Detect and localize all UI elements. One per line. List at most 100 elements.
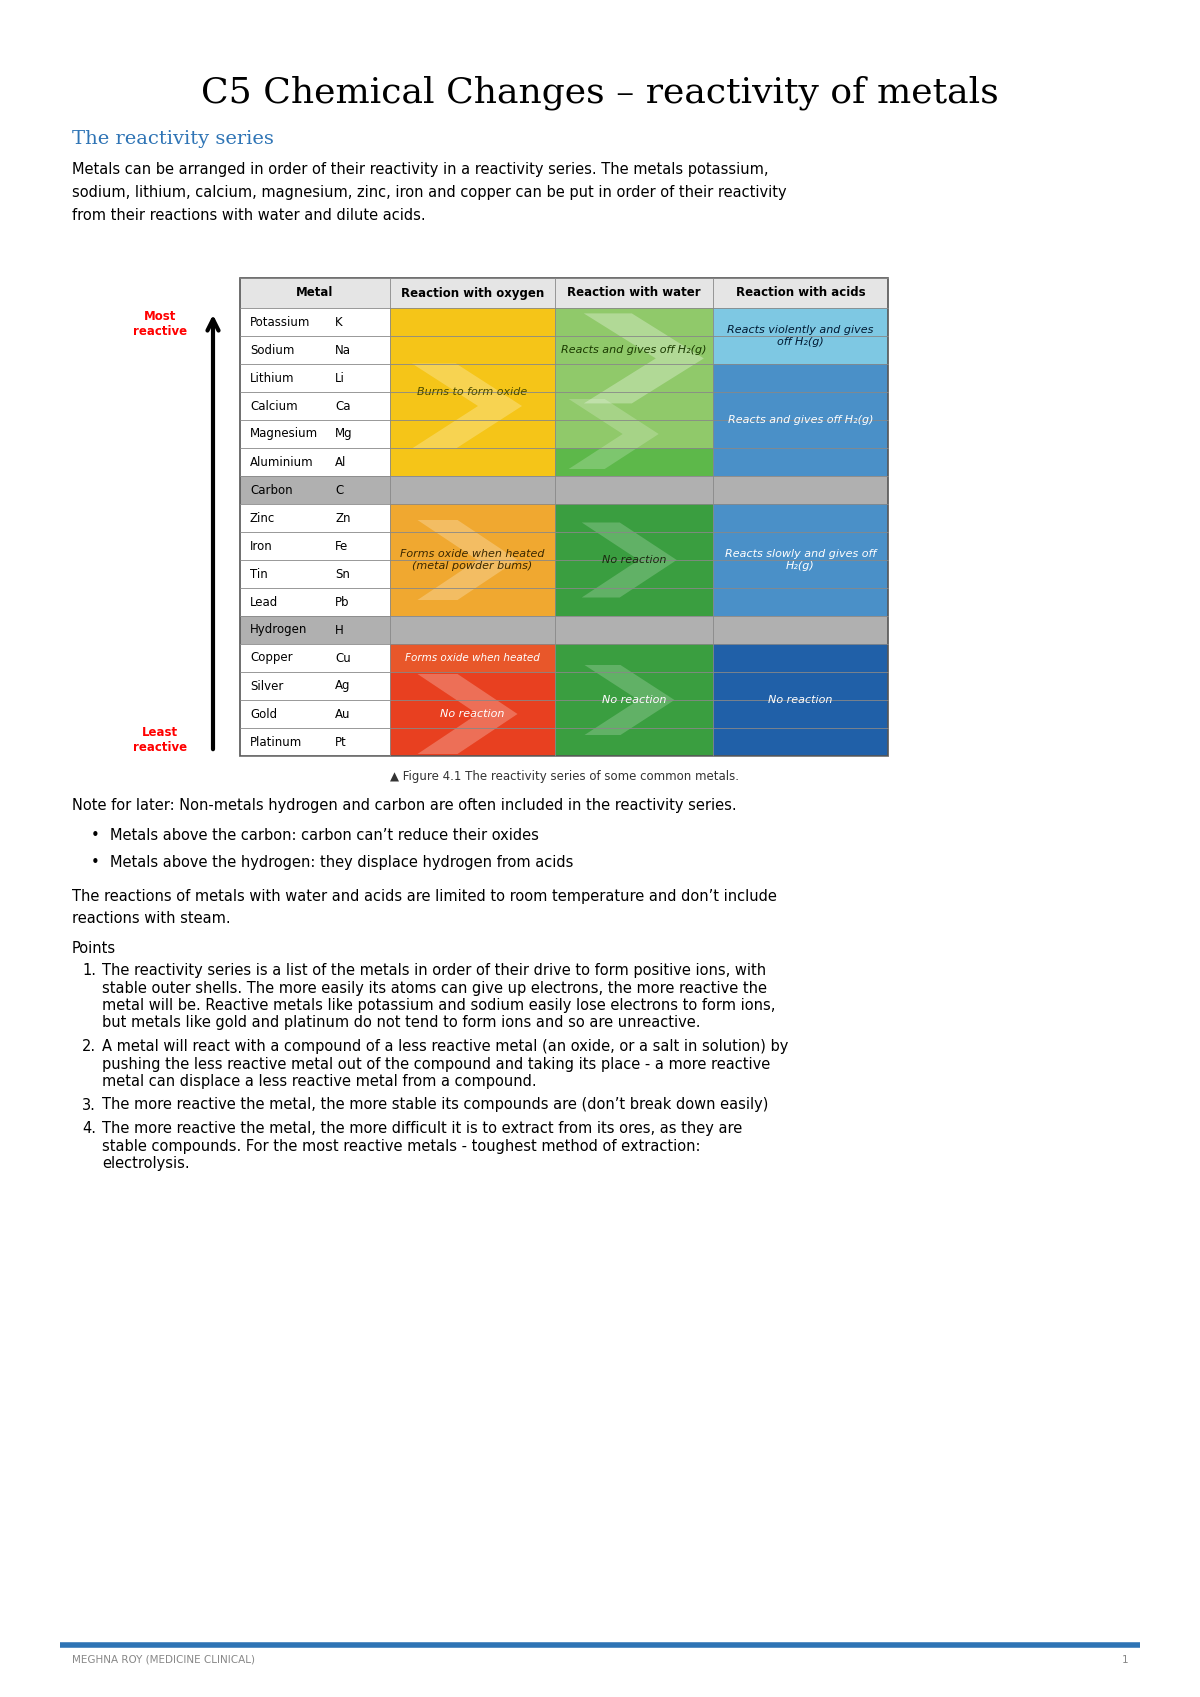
Text: Potassium: Potassium bbox=[250, 316, 311, 329]
Text: C: C bbox=[335, 484, 343, 497]
Text: Zn: Zn bbox=[335, 511, 350, 524]
Text: The reactions of metals with water and acids are limited to room temperature and: The reactions of metals with water and a… bbox=[72, 889, 776, 927]
Text: stable compounds. For the most reactive metals - toughest method of extraction:: stable compounds. For the most reactive … bbox=[102, 1139, 701, 1154]
Bar bbox=[554, 392, 713, 448]
Text: The more reactive the metal, the more stable its compounds are (don’t break down: The more reactive the metal, the more st… bbox=[102, 1098, 768, 1113]
Text: Points: Points bbox=[72, 942, 116, 955]
Text: Metal: Metal bbox=[296, 287, 334, 299]
Polygon shape bbox=[569, 399, 659, 468]
Bar bbox=[713, 643, 888, 755]
Text: Hydrogen: Hydrogen bbox=[250, 623, 307, 636]
Text: 1: 1 bbox=[1121, 1655, 1128, 1665]
Text: Na: Na bbox=[335, 343, 352, 356]
Text: Gold: Gold bbox=[250, 708, 277, 721]
Bar bbox=[390, 672, 554, 755]
Text: pushing the less reactive metal out of the compound and taking its place - a mor: pushing the less reactive metal out of t… bbox=[102, 1057, 770, 1071]
Text: Fe: Fe bbox=[335, 540, 348, 553]
Text: stable outer shells. The more easily its atoms can give up electrons, the more r: stable outer shells. The more easily its… bbox=[102, 981, 767, 996]
Text: Silver: Silver bbox=[250, 679, 283, 692]
Text: Reaction with water: Reaction with water bbox=[568, 287, 701, 299]
Bar bbox=[240, 475, 888, 504]
Text: Carbon: Carbon bbox=[250, 484, 293, 497]
Text: Metals above the hydrogen: they displace hydrogen from acids: Metals above the hydrogen: they displace… bbox=[110, 855, 574, 871]
Bar bbox=[390, 504, 554, 616]
Text: Zinc: Zinc bbox=[250, 511, 275, 524]
Text: Reacts slowly and gives off
H₂(g): Reacts slowly and gives off H₂(g) bbox=[725, 550, 876, 570]
Bar bbox=[713, 363, 888, 475]
Bar bbox=[240, 278, 888, 755]
Polygon shape bbox=[418, 674, 517, 753]
Text: Most
reactive: Most reactive bbox=[133, 311, 187, 338]
Bar bbox=[390, 643, 554, 672]
Bar bbox=[554, 504, 713, 616]
Text: Cu: Cu bbox=[335, 652, 350, 665]
Text: Reacts violently and gives
off H₂(g): Reacts violently and gives off H₂(g) bbox=[727, 326, 874, 346]
Text: Au: Au bbox=[335, 708, 350, 721]
Text: Magnesium: Magnesium bbox=[250, 428, 318, 441]
Text: No reaction: No reaction bbox=[440, 709, 505, 720]
Text: Mg: Mg bbox=[335, 428, 353, 441]
Text: Pt: Pt bbox=[335, 735, 347, 748]
Text: Metals can be arranged in order of their reactivity in a reactivity series. The : Metals can be arranged in order of their… bbox=[72, 161, 787, 222]
Text: A metal will react with a compound of a less reactive metal (an oxide, or a salt: A metal will react with a compound of a … bbox=[102, 1039, 788, 1054]
Text: Reacts and gives off H₂(g): Reacts and gives off H₂(g) bbox=[727, 416, 874, 424]
Text: Reacts and gives off H₂(g): Reacts and gives off H₂(g) bbox=[562, 344, 707, 355]
Text: Metals above the carbon: carbon can’t reduce their oxides: Metals above the carbon: carbon can’t re… bbox=[110, 828, 539, 843]
Bar bbox=[240, 278, 888, 755]
Text: Al: Al bbox=[335, 455, 347, 468]
Text: metal can displace a less reactive metal from a compound.: metal can displace a less reactive metal… bbox=[102, 1074, 536, 1089]
Text: Platinum: Platinum bbox=[250, 735, 302, 748]
Text: Sodium: Sodium bbox=[250, 343, 294, 356]
Bar bbox=[713, 504, 888, 616]
Text: 4.: 4. bbox=[82, 1122, 96, 1135]
Text: •: • bbox=[91, 855, 100, 871]
Text: The more reactive the metal, the more difficult it is to extract from its ores, : The more reactive the metal, the more di… bbox=[102, 1122, 743, 1135]
Text: Forms oxide when heated: Forms oxide when heated bbox=[406, 653, 540, 664]
Text: Burns to form oxide: Burns to form oxide bbox=[418, 387, 528, 397]
Polygon shape bbox=[412, 363, 522, 448]
Text: Lithium: Lithium bbox=[250, 372, 294, 385]
Bar bbox=[554, 448, 713, 475]
Polygon shape bbox=[582, 523, 677, 597]
Text: No reaction: No reaction bbox=[768, 696, 833, 704]
Text: Ca: Ca bbox=[335, 399, 350, 412]
Text: 3.: 3. bbox=[82, 1098, 96, 1113]
Bar bbox=[240, 278, 888, 307]
Text: metal will be. Reactive metals like potassium and sodium easily lose electrons t: metal will be. Reactive metals like pota… bbox=[102, 998, 775, 1013]
Text: Note for later: Non-metals hydrogen and carbon are often included in the reactiv: Note for later: Non-metals hydrogen and … bbox=[72, 798, 737, 813]
Text: 2.: 2. bbox=[82, 1039, 96, 1054]
Text: but metals like gold and platinum do not tend to form ions and so are unreactive: but metals like gold and platinum do not… bbox=[102, 1015, 701, 1030]
Bar bbox=[390, 307, 554, 475]
Text: No reaction: No reaction bbox=[602, 555, 666, 565]
Text: Least
reactive: Least reactive bbox=[133, 726, 187, 753]
Text: H: H bbox=[335, 623, 343, 636]
Text: •: • bbox=[91, 828, 100, 843]
Text: K: K bbox=[335, 316, 343, 329]
Text: Reaction with acids: Reaction with acids bbox=[736, 287, 865, 299]
Text: Copper: Copper bbox=[250, 652, 293, 665]
Bar bbox=[713, 307, 888, 363]
Text: Sn: Sn bbox=[335, 567, 350, 580]
Text: Aluminium: Aluminium bbox=[250, 455, 313, 468]
Text: Li: Li bbox=[335, 372, 344, 385]
Text: Reaction with oxygen: Reaction with oxygen bbox=[401, 287, 544, 299]
Text: Iron: Iron bbox=[250, 540, 272, 553]
Bar bbox=[554, 643, 713, 755]
Polygon shape bbox=[584, 665, 674, 735]
Text: C5 Chemical Changes – reactivity of metals: C5 Chemical Changes – reactivity of meta… bbox=[202, 75, 998, 110]
Text: Forms oxide when heated
(metal powder bums): Forms oxide when heated (metal powder bu… bbox=[401, 550, 545, 570]
Bar bbox=[554, 307, 713, 392]
Text: The reactivity series: The reactivity series bbox=[72, 131, 274, 148]
Text: Tin: Tin bbox=[250, 567, 268, 580]
Text: Lead: Lead bbox=[250, 596, 278, 609]
Text: 1.: 1. bbox=[82, 962, 96, 977]
Text: Calcium: Calcium bbox=[250, 399, 298, 412]
Bar bbox=[240, 616, 888, 643]
Polygon shape bbox=[583, 314, 703, 404]
Text: MEGHNA ROY (MEDICINE CLINICAL): MEGHNA ROY (MEDICINE CLINICAL) bbox=[72, 1655, 256, 1665]
Text: Ag: Ag bbox=[335, 679, 350, 692]
Text: The reactivity series is a list of the metals in order of their drive to form po: The reactivity series is a list of the m… bbox=[102, 962, 766, 977]
Polygon shape bbox=[418, 519, 517, 601]
Text: electrolysis.: electrolysis. bbox=[102, 1156, 190, 1171]
Text: No reaction: No reaction bbox=[602, 696, 666, 704]
